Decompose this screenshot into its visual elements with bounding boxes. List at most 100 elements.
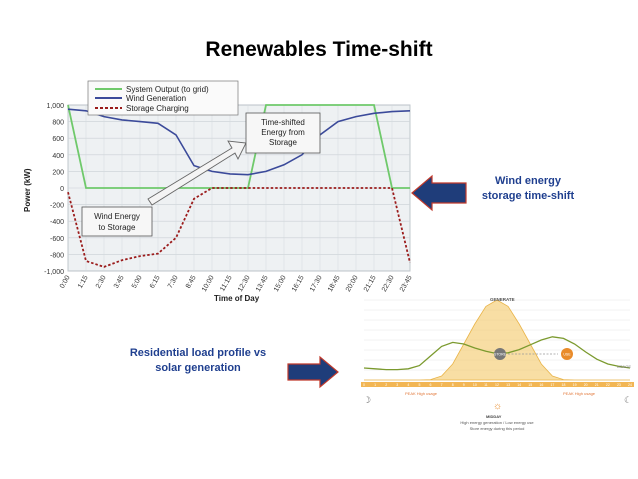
solar-x-tick-label: 22: [606, 383, 610, 387]
wind-series-line-2: [67, 187, 411, 268]
solar-generation-area: [364, 299, 630, 381]
wind-x-tick-label: 22:30: [381, 274, 396, 293]
solar-x-ticks: 0 1 2 3 4 5 6 7 8 9 10 11 12 13 14 15 16 17 18 19 20 21 22 23 24: [363, 383, 632, 387]
wind-callout-line-2: storage time-shift: [481, 190, 575, 202]
wind-y-tick-label: 200: [52, 169, 64, 176]
wind-x-tick-label: 18:45: [327, 274, 342, 293]
solar-x-tick-label: 6: [430, 383, 432, 387]
wind-x-tick-label: 3:45: [113, 274, 126, 289]
store-marker: STORE: [494, 348, 507, 360]
wind-x-tick-label: 16:15: [291, 274, 306, 293]
svg-text:Energy from: Energy from: [261, 128, 305, 137]
residential-callout-arrow: [287, 355, 339, 389]
moon-icon-right: ☾: [624, 395, 632, 405]
solar-x-tick-label: 11: [484, 383, 488, 387]
sun-icon: ☼: [493, 401, 502, 412]
solar-x-tick-label: 5: [418, 383, 420, 387]
wind-y-tick-label: -600: [50, 236, 64, 243]
wind-x-tick-label: 0:00: [59, 274, 72, 289]
residential-callout-text: Residential load profile vs solar genera…: [108, 346, 288, 376]
svg-text:to Storage: to Storage: [99, 223, 136, 232]
wind-x-tick-label: 20:00: [345, 274, 360, 293]
solar-x-tick-label: 13: [506, 383, 510, 387]
svg-text:Storage: Storage: [269, 138, 298, 147]
solar-x-tick-label: 1: [374, 383, 376, 387]
wind-series-line-1: [67, 108, 411, 176]
wind-y-axis-label: Power (kW): [23, 168, 32, 212]
wind-chart: 1,000 800 600 400 200 0 -200 -400 -600 -800 -1,000…: [23, 80, 414, 303]
wind-x-tick-label: 5:00: [131, 274, 144, 289]
solar-chart: 0 1 2 3 4 5 6 7 8 9 10 11 12 13 14 15 16 17 18 19 20 21 22 23 24…: [361, 294, 634, 431]
time-shift-arrow: [147, 140, 247, 206]
wind-y-tick-label: 0: [60, 186, 64, 193]
svg-text:STORE: STORE: [494, 353, 507, 357]
solar-x-tick-label: 10: [473, 383, 477, 387]
use-marker: USE: [561, 348, 573, 360]
wind-x-tick-label: 11:15: [219, 274, 234, 292]
wind-y-tick-label: -800: [50, 252, 64, 259]
solar-x-tick-label: 9: [463, 383, 465, 387]
wind-x-tick-label: 7:30: [167, 274, 180, 289]
legend-system-output: System Output (to grid): [126, 85, 209, 94]
peak-label-left: PEAK High usage: [405, 391, 438, 396]
svg-text:USE: USE: [563, 353, 571, 357]
solar-x-tick-label: 17: [550, 383, 554, 387]
wind-x-ticks: 0:00 1:15 2:30 3:45 5:00 6:15 7:30 8:45 10:00 11:…: [59, 274, 414, 293]
wind-x-tick-label: 8:45: [185, 274, 198, 289]
solar-x-tick-label: 14: [517, 383, 521, 387]
annotation-time-shifted: Time-shifted Energy from Storage: [245, 112, 321, 154]
solar-x-tick-label: 3: [396, 383, 398, 387]
solar-generate-label: GENERATE: [490, 297, 515, 302]
slide-title: Renewables Time-shift: [205, 38, 433, 61]
wind-y-tick-label: 1,000: [46, 103, 64, 110]
solar-x-tick-label: 4: [407, 383, 409, 387]
midday-label: MIDDAY: [486, 414, 502, 419]
svg-text:Time-shifted: Time-shifted: [261, 118, 305, 127]
wind-x-tick-label: 21:15: [363, 274, 378, 293]
wind-x-tick-label: 1:15: [77, 274, 90, 289]
wind-y-tick-label: 600: [52, 136, 64, 143]
wind-x-tick-label: 2:30: [95, 274, 108, 289]
wind-x-tick-label: 13:45: [255, 274, 270, 293]
moon-icon-left: ☽: [363, 395, 371, 405]
wind-y-tick-label: -400: [50, 219, 64, 226]
solar-usage-label: USAGE: [617, 364, 631, 369]
legend-wind-generation: Wind Generation: [126, 94, 186, 103]
wind-callout-arrow: [411, 174, 467, 212]
wind-series-line-0: [67, 104, 410, 189]
wind-series: [67, 104, 411, 268]
legend-storage-charging: Storage Charging: [126, 104, 189, 113]
wind-y-tick-label: -1,000: [44, 269, 64, 276]
wind-x-tick-label: 15:00: [273, 274, 288, 293]
midday-note-1: High energy generation / Low energy use: [460, 420, 534, 425]
peak-label-right: PEAK High usage: [563, 391, 596, 396]
solar-x-tick-label: 0: [363, 383, 365, 387]
solar-x-tick-label: 15: [528, 383, 532, 387]
wind-legend: System Output (to grid) Wind Generation …: [87, 80, 239, 116]
solar-x-tick-label: 8: [452, 383, 454, 387]
wind-y-tick-label: 400: [52, 153, 64, 160]
solar-x-tick-label: 2: [385, 383, 387, 387]
residential-callout-line-1: Residential load profile vs: [129, 347, 267, 359]
midday-note-2: Store energy during this period: [470, 426, 525, 431]
solar-x-tick-label: 16: [539, 383, 543, 387]
wind-x-tick-label: 17:30: [309, 274, 324, 293]
svg-text:Wind Energy: Wind Energy: [94, 212, 140, 221]
residential-callout-line-2: solar generation: [155, 362, 241, 374]
solar-x-tick-label: 20: [584, 383, 588, 387]
wind-x-tick-label: 23:45: [399, 274, 414, 293]
solar-x-tick-label: 24: [628, 383, 632, 387]
solar-x-tick-label: 19: [573, 383, 577, 387]
wind-callout-line-1: Wind energy: [495, 175, 561, 187]
wind-x-tick-label: 6:15: [149, 274, 162, 289]
solar-x-tick-label: 21: [595, 383, 599, 387]
wind-y-tick-label: 800: [52, 120, 64, 127]
solar-x-tick-label: 12: [495, 383, 499, 387]
solar-x-tick-label: 18: [562, 383, 566, 387]
solar-x-tick-label: 23: [617, 383, 621, 387]
wind-x-tick-label: 10:00: [201, 274, 216, 293]
wind-x-axis-label: Time of Day: [214, 294, 260, 303]
solar-x-axis-bar: [361, 382, 634, 387]
wind-callout-text: Wind energy storage time-shift: [468, 174, 588, 204]
